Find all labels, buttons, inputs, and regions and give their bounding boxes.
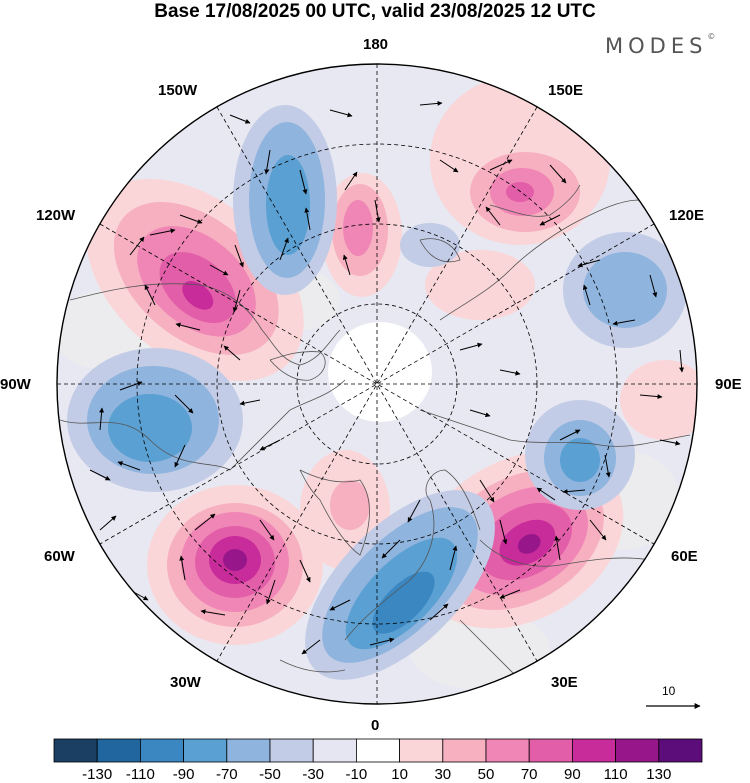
lon-label-150e: 150E <box>548 82 584 99</box>
anomaly-north-atlantic-positive <box>147 485 323 645</box>
anomaly-europe-negative <box>305 490 495 680</box>
colorbar-tick-label: 130 <box>646 766 672 783</box>
colorbar-swatch <box>96 738 141 763</box>
wind-vectors <box>89 100 685 655</box>
graticule <box>57 64 697 704</box>
anomaly-kazakh-positive <box>425 250 697 440</box>
colorbar-swatch <box>485 738 530 763</box>
lon-label-150w: 150W <box>158 82 198 99</box>
colorbar-swatch <box>615 738 660 763</box>
lon-label-120e: 120E <box>669 207 705 224</box>
anomaly-bering-positive <box>430 75 610 245</box>
lon-label-60e: 60E <box>671 548 698 565</box>
colorbar-tick-label: 110 <box>603 766 628 783</box>
lon-label-30e: 30E <box>551 674 578 691</box>
colorbar-swatch <box>572 738 617 763</box>
colorbar-tick-label: -110 <box>125 766 155 783</box>
reference-vector-label: 10 <box>662 684 676 698</box>
anomaly-north-america-east-negative <box>67 348 243 492</box>
colorbar-swatch <box>312 738 357 763</box>
colorbar-tick-label: 30 <box>434 766 452 783</box>
anomaly-beaufort-positive <box>322 173 402 297</box>
colorbar-swatch <box>355 738 400 763</box>
colorbar-tick-label: -30 <box>302 766 325 783</box>
map-border <box>56 63 698 705</box>
colorbar-tick-label: 70 <box>520 766 538 783</box>
lon-label-90e: 90E <box>715 376 742 393</box>
colorbar-tick-label: -70 <box>215 766 238 783</box>
colorbar-tick-label: 90 <box>564 766 581 783</box>
colorbar-swatch <box>226 738 271 763</box>
lon-label-30w: 30W <box>170 674 201 691</box>
colorbar-swatch <box>53 738 98 763</box>
colorbar-tick-label: -10 <box>345 766 368 783</box>
anomaly-central-siberia-negative <box>525 400 635 510</box>
colorbar-swatch <box>442 738 487 763</box>
colorbar-swatch <box>269 738 314 763</box>
brand-text: MODES <box>605 34 708 58</box>
anomaly-east-siberia-negative <box>563 232 687 348</box>
map-title: Base 17/08/2025 00 UTC, valid 23/08/2025… <box>154 1 596 22</box>
colorbar-tick-label: -90 <box>172 766 195 783</box>
lon-label-120w: 120W <box>36 207 76 224</box>
colorbar-swatch <box>528 738 573 763</box>
colorbar-tick-label: -50 <box>259 766 281 783</box>
colorbar-tick-label: 10 <box>391 766 408 783</box>
lon-label-60w: 60W <box>44 548 75 565</box>
colorbar-swatch <box>399 738 444 763</box>
lon-label-180: 180 <box>363 36 389 53</box>
anomaly-arctic-negative <box>400 223 460 267</box>
brand-mark: © <box>707 32 716 41</box>
colorbar-tick-label: 50 <box>477 766 495 783</box>
modes-logo: MODES© <box>605 32 716 58</box>
colorbar-tick-label: -130 <box>82 766 113 783</box>
colorbar <box>53 738 703 763</box>
anomaly-alaska-negative <box>233 105 337 295</box>
lon-label-90w: 90W <box>0 376 31 393</box>
colorbar-swatch <box>183 738 228 763</box>
colorbar-swatch <box>139 738 184 763</box>
colorbar-swatch <box>658 738 703 763</box>
lon-label-0: 0 <box>371 717 380 734</box>
